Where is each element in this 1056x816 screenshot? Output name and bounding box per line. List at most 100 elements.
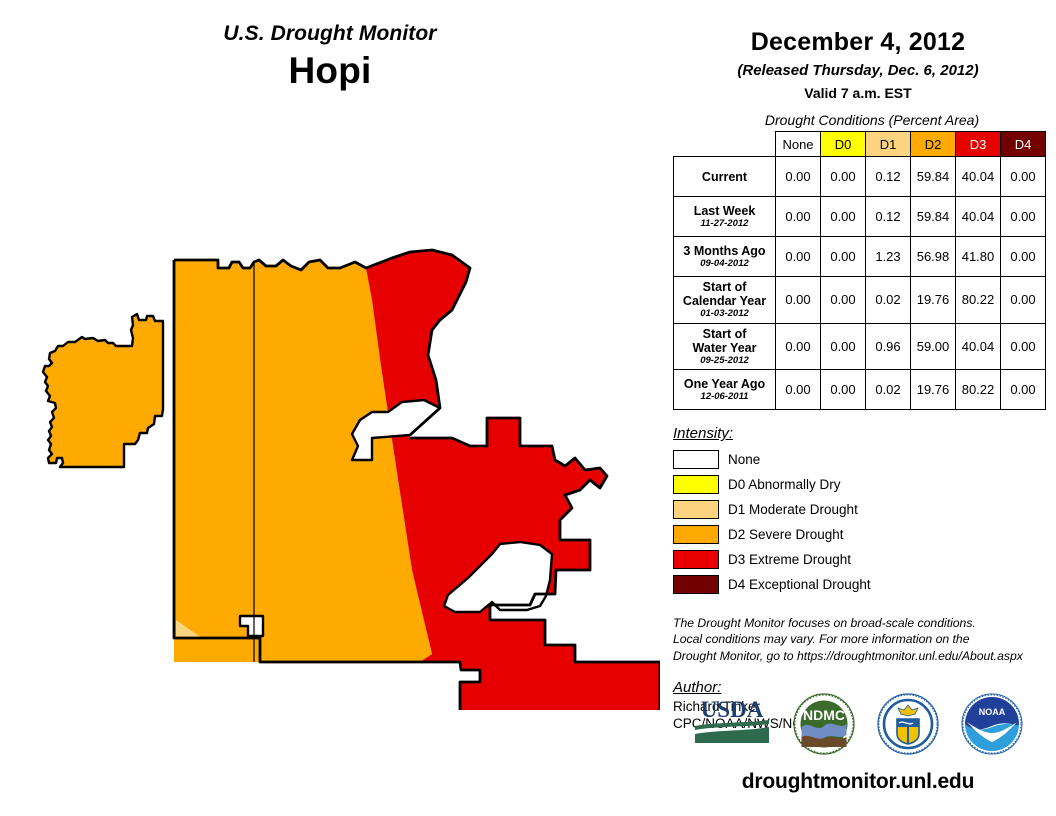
legend-swatch	[673, 525, 719, 545]
table-cell-d4: 0.00	[1000, 196, 1046, 237]
map-supertitle: U.S. Drought Monitor	[223, 22, 437, 45]
table-cell-d1: 0.12	[865, 196, 911, 237]
usda-logo: USDA	[695, 697, 769, 743]
legend-label: D4 Exceptional Drought	[728, 577, 871, 593]
table-corner-cell	[674, 132, 776, 157]
disclaimer-line-1: The Drought Monitor focuses on broad-sca…	[673, 616, 976, 631]
map-region-west-d2	[41, 312, 165, 469]
table-cell-d3: 80.22	[955, 276, 1001, 324]
table-cell-d0: 0.00	[820, 236, 866, 277]
legend-label: None	[728, 452, 761, 468]
table-cell-d1: 0.02	[865, 369, 911, 411]
disclaimer-line-3: Drought Monitor, go to https://droughtmo…	[673, 648, 1023, 663]
col-header-d2: D2	[910, 131, 956, 157]
row-label-date: 09-25-2012	[700, 354, 749, 366]
table-cell-d3: 40.04	[955, 322, 1001, 371]
row-label: One Year Ago 12-06-2011	[673, 369, 776, 411]
site-url[interactable]: droughtmonitor.unl.edu	[741, 770, 975, 793]
table-row: Last Week 11-27-2012 0.00 0.00 0.12 59.84 40.0…	[673, 196, 1046, 237]
intensity-legend: None D0 Abnormally Dry D1 Moderate Drought…	[673, 448, 1045, 598]
map-hole-south-white	[238, 614, 265, 638]
table-cell-none: 0.00	[775, 196, 821, 237]
table-row: Current 0.00 0.00 0.12 59.84 40.04 0.00	[673, 156, 1046, 197]
col-header-none: None	[775, 131, 821, 157]
table-cell-d3: 80.22	[955, 369, 1001, 411]
table-cell-none: 0.00	[775, 322, 821, 371]
logo-strip: USDA NDMC	[660, 693, 1056, 755]
row-label: Last Week 11-27-2012	[673, 196, 776, 237]
table-cell-d4: 0.00	[1000, 369, 1046, 411]
noaa-logo: NOAA	[961, 693, 1023, 755]
map-title-block: U.S. Drought Monitor Hopi	[0, 22, 660, 92]
table-cell-none: 0.00	[775, 156, 821, 197]
valid-time: Valid 7 a.m. EST	[804, 85, 912, 101]
drought-conditions-table: None D0 D1 D2 D3 D4 Current 0.00 0.00 0.12 5…	[673, 131, 1046, 411]
table-caption: Drought Conditions (Percent Area)	[764, 112, 980, 128]
legend-item: D4 Exceptional Drought	[673, 573, 873, 596]
table-row: 3 Months Ago 09-04-2012 0.00 0.00 1.23 56.98 4…	[673, 236, 1046, 277]
disclaimer-text: The Drought Monitor focuses on broad-sca…	[673, 615, 1056, 664]
row-label-date: 09-04-2012	[700, 257, 749, 269]
table-cell-none: 0.00	[775, 369, 821, 411]
map-hole-north-white	[350, 398, 442, 462]
table-cell-d0: 0.00	[820, 196, 866, 237]
table-header-row: None D0 D1 D2 D3 D4	[674, 131, 1046, 157]
table-cell-d1: 1.23	[865, 236, 911, 277]
row-label: Start of Water Year 09-25-2012	[673, 322, 776, 371]
legend-label: D0 Abnormally Dry	[728, 477, 841, 493]
table-cell-d2: 56.98	[910, 236, 956, 277]
map-region-main-d2	[174, 260, 432, 662]
legend-label: D3 Extreme Drought	[728, 552, 852, 568]
usdc-seal	[877, 693, 939, 755]
svg-text:NDMC: NDMC	[803, 707, 845, 723]
legend-swatch	[673, 575, 719, 595]
legend-item: D1 Moderate Drought	[673, 498, 858, 521]
table-cell-d1: 0.96	[865, 322, 911, 371]
report-date: December 4, 2012	[750, 28, 966, 56]
map-outline-main	[172, 248, 660, 710]
legend-swatch	[673, 450, 719, 470]
map-panel: U.S. Drought Monitor Hopi	[0, 22, 660, 710]
table-cell-d3: 40.04	[955, 196, 1001, 237]
page-title: Hopi	[288, 50, 372, 91]
legend-item: None	[673, 448, 841, 471]
row-label: Start of Calendar Year 01-03-2012	[673, 276, 776, 324]
drought-map[interactable]	[0, 150, 660, 710]
author-heading: Author:	[673, 678, 722, 696]
table-cell-d2: 19.76	[910, 276, 956, 324]
table-cell-d4: 0.00	[1000, 236, 1046, 277]
intensity-heading: Intensity:	[673, 425, 734, 443]
author-name: Richard Tinker	[673, 698, 761, 714]
table-cell-d0: 0.00	[820, 276, 866, 324]
table-cell-d0: 0.00	[820, 322, 866, 371]
legend-column-right: D2 Severe Drought D3 Extreme Drought D4 Ex…	[673, 523, 873, 598]
col-header-d4: D4	[1000, 131, 1046, 157]
legend-item: D2 Severe Drought	[673, 523, 873, 546]
svg-text:USDA: USDA	[701, 697, 764, 722]
col-header-d0: D0	[820, 131, 866, 157]
map-hole-enclave-white	[442, 540, 554, 614]
info-panel: December 4, 2012 (Released Thursday, Dec…	[660, 0, 1056, 816]
table-cell-d3: 41.80	[955, 236, 1001, 277]
table-cell-d3: 40.04	[955, 156, 1001, 197]
legend-swatch	[673, 475, 719, 495]
table-row: One Year Ago 12-06-2011 0.00 0.00 0.02 19.76 8…	[673, 369, 1046, 411]
table-cell-d4: 0.00	[1000, 156, 1046, 197]
table-cell-d2: 59.00	[910, 322, 956, 371]
ndmc-logo: NDMC	[793, 693, 855, 755]
map-region-main-d3	[366, 250, 660, 710]
legend-column-left: None D0 Abnormally Dry D1 Moderate Drought	[673, 448, 858, 523]
table-cell-none: 0.00	[775, 276, 821, 324]
row-label-date: 11-27-2012	[700, 217, 749, 229]
col-header-d1: D1	[865, 131, 911, 157]
release-date: (Released Thursday, Dec. 6, 2012)	[737, 62, 979, 79]
table-row: Start of Water Year 09-25-2012 0.00 0.00 0.96…	[673, 322, 1046, 371]
legend-item: D3 Extreme Drought	[673, 548, 873, 571]
table-cell-d1: 0.12	[865, 156, 911, 197]
table-row: Start of Calendar Year 01-03-2012 0.00 0.00 0…	[673, 276, 1046, 324]
table-body: Current 0.00 0.00 0.12 59.84 40.04 0.00 Last We…	[673, 156, 1046, 411]
table-cell-d0: 0.00	[820, 369, 866, 411]
table-cell-d2: 59.84	[910, 196, 956, 237]
table-cell-d2: 59.84	[910, 156, 956, 197]
table-cell-none: 0.00	[775, 236, 821, 277]
